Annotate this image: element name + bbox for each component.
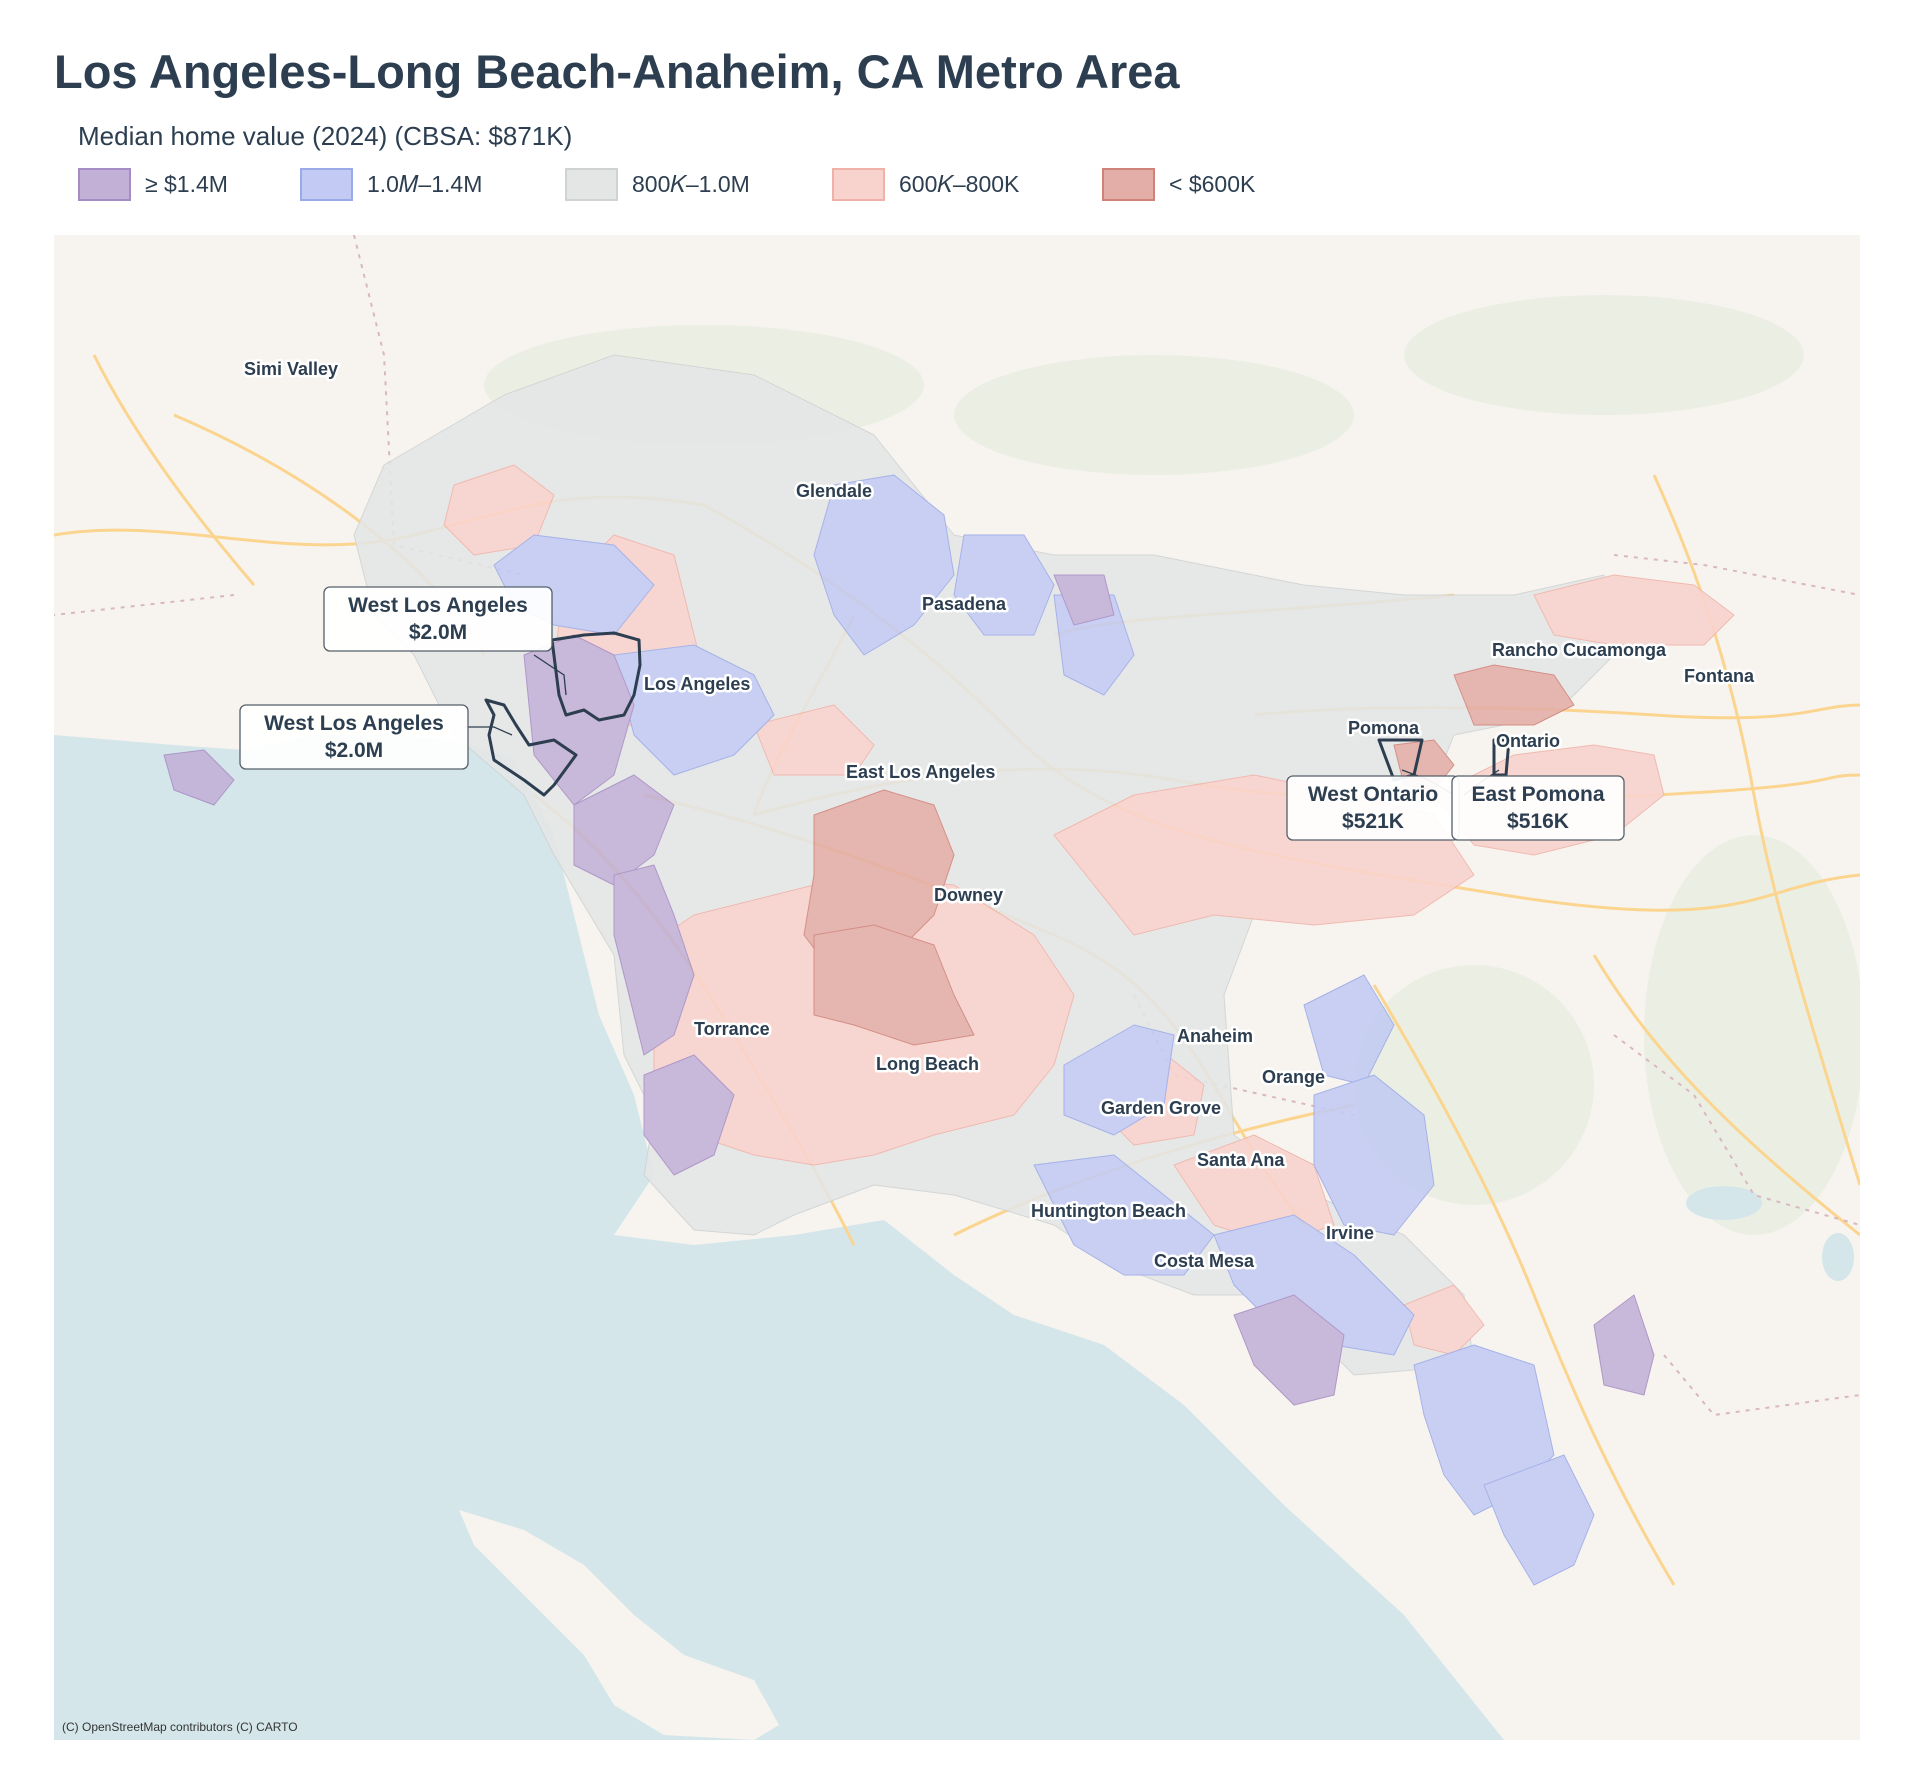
region-1.4m-plus <box>1233 1294 1345 1406</box>
callout-east-pomona: East Pomona $516K <box>1451 775 1625 841</box>
city-label: Orange <box>1262 1067 1325 1087</box>
region-1.4m-plus <box>163 749 235 806</box>
outline-west-los-angeles-1 <box>550 631 642 722</box>
legend-label: ≥ $1.4M <box>145 170 228 197</box>
legend-swatch <box>300 167 353 201</box>
legend-item-600k-800k: 600𝐾–800K <box>832 166 1019 202</box>
region-1m-1.4m <box>1033 1154 1215 1276</box>
city-label: Fontana <box>1684 666 1755 686</box>
region-under-600k <box>803 789 955 976</box>
legend-swatch <box>78 167 131 201</box>
city-label: Pomona <box>1348 718 1420 738</box>
region-1.4m-plus <box>523 634 635 806</box>
city-label: Los Angeles <box>644 674 750 694</box>
outline-west-los-angeles-2 <box>484 698 578 797</box>
legend-swatch <box>832 167 885 201</box>
region-under-600k <box>813 924 975 1046</box>
callout-name: East Pomona <box>1471 783 1604 806</box>
legend-item-800k-1.0m: 800𝐾–1.0M <box>565 166 750 202</box>
city-label: Long Beach <box>876 1054 979 1074</box>
legend-swatch <box>565 167 618 201</box>
city-label: Simi Valley <box>244 359 338 379</box>
region-1.4m-plus <box>613 864 695 1056</box>
callout-value: $516K <box>1507 810 1569 833</box>
region-1.4m-plus <box>1053 574 1115 626</box>
city-label: Irvine <box>1326 1223 1374 1243</box>
region-under-600k <box>1453 664 1575 726</box>
island <box>459 1510 779 1740</box>
region-1m-1.4m <box>1213 1214 1415 1356</box>
region-1.4m-plus <box>1593 1294 1655 1396</box>
callout-value: $2.0M <box>409 621 467 644</box>
city-label: Anaheim <box>1177 1026 1253 1046</box>
region-600k-800k <box>1403 1284 1485 1356</box>
legend: ≥ $1.4M 1.0𝑀–1.4M 800𝐾–1.0M 600𝐾–800K < … <box>78 166 1378 202</box>
legend-item-1.4m-plus: ≥ $1.4M <box>78 166 228 202</box>
city-label: Santa Ana <box>1197 1150 1285 1170</box>
callout-west-ontario: West Ontario $521K <box>1286 775 1460 841</box>
city-label: East Los Angeles <box>846 762 995 782</box>
callout-west-los-angeles-2: West Los Angeles $2.0M <box>239 704 469 770</box>
legend-item-1.0m-1.4m: 1.0𝑀–1.4M <box>300 166 482 202</box>
legend-label: 1.0𝑀–1.4M <box>367 170 483 197</box>
ocean <box>54 735 1504 1740</box>
legend-label: 600𝐾–800K <box>899 170 1020 197</box>
legend-item-under-600k: < $600K <box>1102 166 1255 202</box>
city-label: Pasadena <box>922 594 1007 614</box>
city-label: Glendale <box>796 481 872 501</box>
callout-name: West Los Angeles <box>264 712 444 735</box>
callout-name: West Ontario <box>1308 783 1438 806</box>
lakes <box>1686 1186 1854 1281</box>
legend-label: < $600K <box>1169 170 1256 197</box>
city-label: Garden Grove <box>1101 1098 1221 1118</box>
region-600k-800k <box>1533 574 1735 646</box>
city-label: Downey <box>934 885 1003 905</box>
region-1m-1.4m <box>1483 1454 1595 1586</box>
region-1.4m-plus <box>643 1054 735 1176</box>
outline-east-pomona <box>1492 738 1511 777</box>
chart-title: Los Angeles-Long Beach-Anaheim, CA Metro… <box>54 45 1180 98</box>
legend-swatch <box>1102 167 1155 201</box>
city-label: Rancho Cucamonga <box>1492 640 1667 660</box>
callout-west-los-angeles-1: West Los Angeles $2.0M <box>323 586 553 652</box>
region-1m-1.4m <box>813 474 955 656</box>
region-1m-1.4m <box>1313 1074 1435 1236</box>
legend-label: 800𝐾–1.0M <box>632 170 750 197</box>
callout-value: $2.0M <box>325 739 383 762</box>
callout-name: West Los Angeles <box>348 594 528 617</box>
region-1m-1.4m <box>953 534 1055 636</box>
city-label: Ontario <box>1496 731 1560 751</box>
callout-value: $521K <box>1342 810 1404 833</box>
choropleth <box>163 354 1735 1586</box>
map-panel[interactable]: Simi Valley Glendale Pasadena Los Angele… <box>54 235 1860 1740</box>
map-attribution: (C) OpenStreetMap contributors (C) CARTO <box>62 1720 298 1734</box>
city-label: Costa Mesa <box>1154 1251 1255 1271</box>
region-1m-1.4m <box>613 644 775 776</box>
region-1m-1.4m <box>1303 974 1395 1086</box>
city-labels: Simi Valley Glendale Pasadena Los Angele… <box>242 357 1758 1274</box>
city-label: Torrance <box>694 1019 770 1039</box>
region-600k-800k <box>753 704 875 776</box>
region-1.4m-plus <box>573 774 675 886</box>
legend-title: Median home value (2024) (CBSA: $871K) <box>78 121 573 151</box>
region-1m-1.4m <box>1063 1024 1175 1136</box>
city-label: Huntington Beach <box>1031 1201 1186 1221</box>
